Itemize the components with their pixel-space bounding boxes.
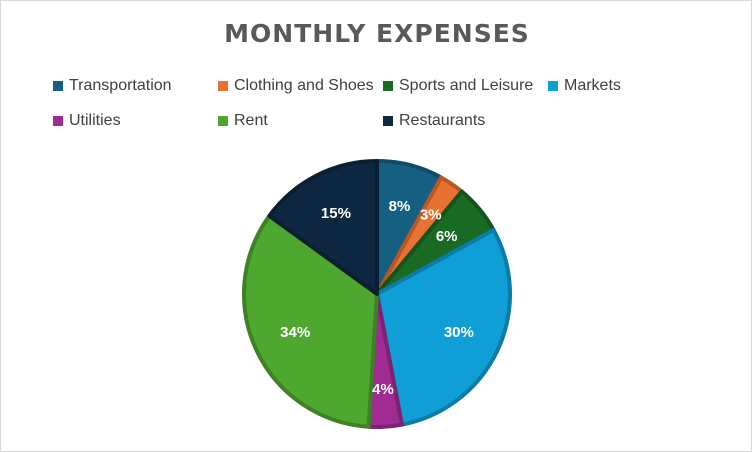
- data-label-clothing-and-shoes: 3%: [420, 206, 442, 223]
- legend-swatch-rent: [218, 116, 228, 126]
- legend-item-transportation: Transportation: [53, 77, 172, 95]
- legend-item-rent: Rent: [218, 112, 268, 130]
- data-label-markets: 30%: [444, 324, 474, 341]
- legend-swatch-markets: [548, 81, 558, 91]
- legend-item-restaurants: Restaurants: [383, 112, 485, 130]
- legend-label-sports-and-leisure: Sports and Leisure: [399, 77, 534, 94]
- legend-label-rent: Rent: [234, 112, 268, 129]
- legend-label-transportation: Transportation: [69, 77, 172, 94]
- pie-slice-rent: [242, 213, 379, 429]
- legend-label-clothing-and-shoes: Clothing and Shoes: [234, 77, 374, 94]
- legend-swatch-utilities: [53, 116, 63, 126]
- legend-swatch-restaurants: [383, 116, 393, 126]
- legend-label-restaurants: Restaurants: [399, 112, 486, 129]
- legend-label-markets: Markets: [564, 77, 621, 94]
- data-label-transportation: 8%: [389, 198, 411, 215]
- legend-swatch-clothing-and-shoes: [218, 81, 228, 91]
- data-label-rent: 34%: [280, 324, 310, 341]
- pie-slice-restaurants: [267, 159, 379, 296]
- legend-swatch-sports-and-leisure: [383, 81, 393, 91]
- legend-item-clothing-and-shoes: Clothing and Shoes: [218, 77, 374, 95]
- legend-item-sports-and-leisure: Sports and Leisure: [383, 77, 533, 95]
- pie-slice-markets: [375, 227, 512, 427]
- data-label-restaurants: 15%: [321, 205, 351, 222]
- legend-label-utilities: Utilities: [69, 112, 121, 129]
- chart-title: MONTHLY EXPENSES: [224, 19, 530, 48]
- data-label-sports-and-leisure: 6%: [436, 228, 458, 245]
- legend-swatch-transportation: [53, 81, 63, 91]
- data-label-utilities: 4%: [372, 381, 394, 398]
- legend-item-utilities: Utilities: [53, 112, 121, 130]
- legend-item-markets: Markets: [548, 77, 621, 95]
